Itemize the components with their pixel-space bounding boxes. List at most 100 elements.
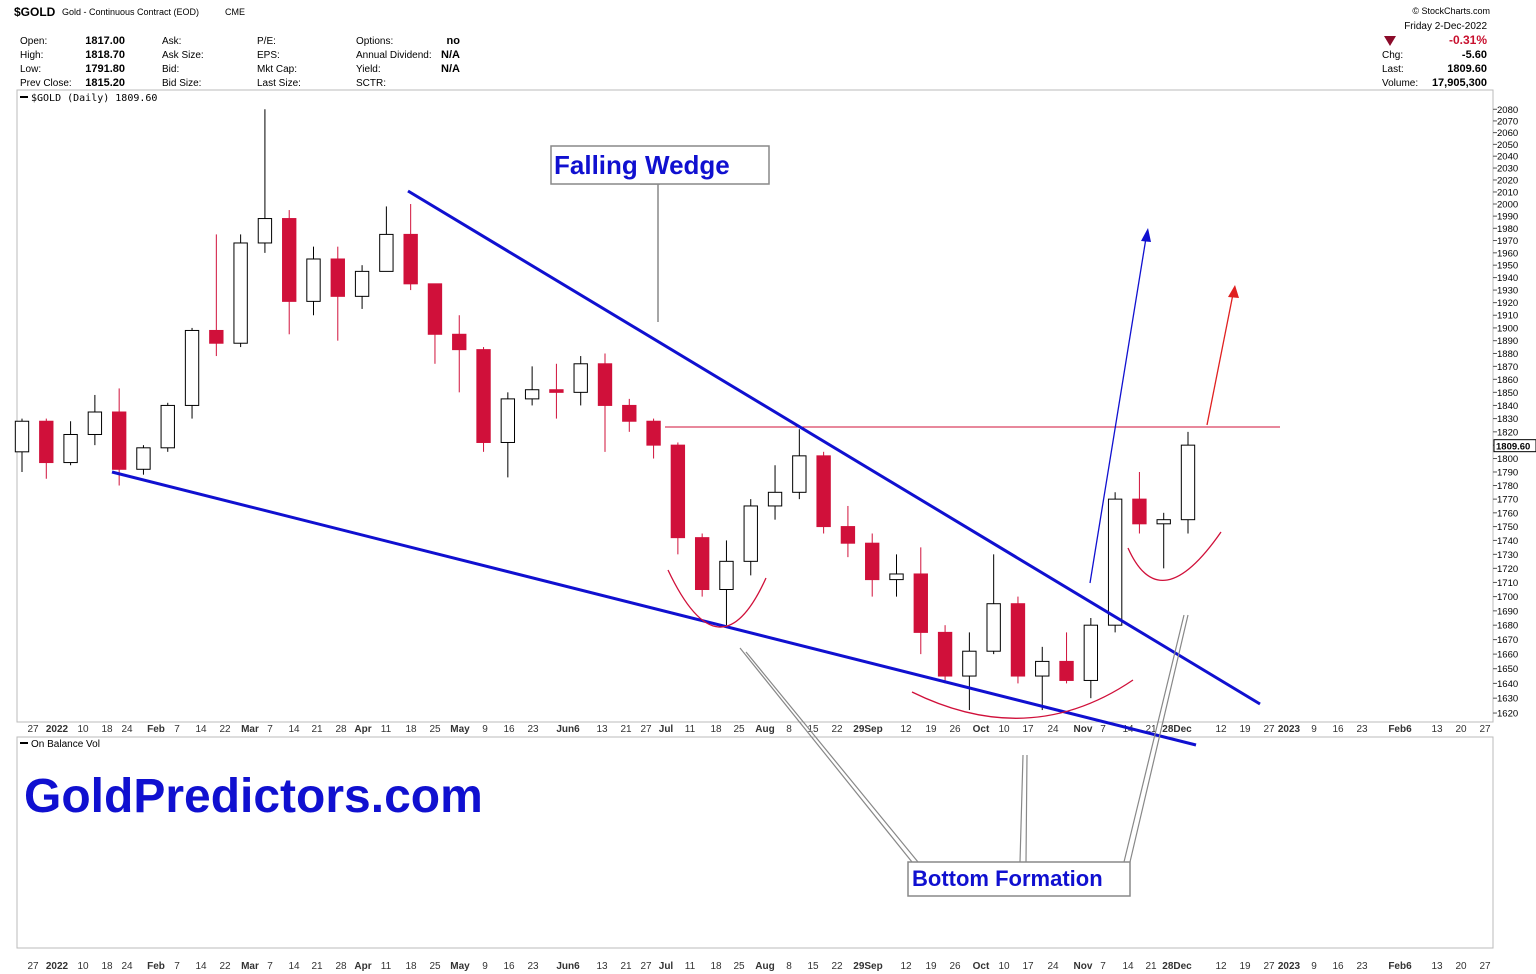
x-tick-label: Nov (1074, 961, 1093, 972)
change-pct: -0.31% (1449, 33, 1487, 47)
y-tick-label: 2050 (1497, 140, 1518, 151)
stat-label: Open: (20, 36, 47, 47)
x-tick-label: 24 (121, 724, 133, 735)
annotation: Falling Wedge (554, 150, 730, 180)
stat-value: 1791.80 (85, 63, 125, 75)
arrowhead (1228, 285, 1239, 298)
x-tick-label: 10 (77, 724, 89, 735)
x-tick-label: 14 (195, 961, 207, 972)
x-tick-label: 17 (1022, 961, 1034, 972)
stat-value: 1809.60 (1447, 63, 1487, 75)
x-tick-label: 9 (482, 724, 488, 735)
x-tick-label: 7 (174, 724, 180, 735)
candle-body (937, 631, 953, 677)
candle-body (719, 560, 734, 591)
stat-label: Low: (20, 64, 41, 75)
credit: © StockCharts.com (1412, 6, 1490, 16)
stat-label: P/E: (257, 36, 276, 47)
y-tick-label: 1740 (1497, 536, 1518, 547)
candle-body (427, 283, 443, 335)
candle-body (865, 542, 880, 581)
x-tick-label: Feb (147, 724, 165, 735)
x-tick-label: 21 (311, 724, 323, 735)
y-tick-label: 2000 (1497, 200, 1518, 211)
x-tick-label: 7 (174, 961, 180, 972)
x-tick-label: Oct (973, 961, 990, 972)
candle-body (1083, 624, 1099, 681)
y-tick-label: 1910 (1497, 311, 1518, 322)
x-tick-label: 11 (685, 961, 696, 972)
x-tick-label: 28 (335, 724, 347, 735)
x-tick-label: May (450, 724, 470, 735)
candle-body (767, 491, 783, 507)
x-tick-label: 20 (1455, 724, 1467, 735)
candle-body (524, 389, 540, 400)
y-tick-label: 1670 (1497, 635, 1518, 646)
candle-body (257, 218, 273, 244)
candle-body (282, 218, 297, 302)
x-tick-label: 16 (1332, 961, 1344, 972)
candle-body (14, 420, 30, 453)
stat-value: N/A (441, 49, 460, 61)
x-tick-label: 13 (1431, 724, 1443, 735)
x-tick-label: 27 (1263, 961, 1275, 972)
stat-value: 1817.00 (85, 35, 125, 47)
y-tick-label: 2030 (1497, 164, 1518, 175)
candle-body (573, 363, 588, 393)
x-tick-label: 22 (831, 724, 843, 735)
candle-body (986, 603, 1001, 652)
arc (1127, 531, 1222, 582)
x-tick-label: Apr (354, 961, 371, 972)
y-tick-label: 1950 (1497, 261, 1518, 272)
x-tick-label: 28Dec (1162, 961, 1192, 972)
y-tick-label: 1960 (1497, 248, 1518, 259)
lower-wedge-line (111, 470, 1197, 747)
x-tick-label: 27 (640, 961, 652, 972)
x-tick-label: 8 (786, 724, 792, 735)
x-tick-label: 22 (831, 961, 843, 972)
arc (911, 679, 1134, 719)
stat-label: Bid Size: (162, 78, 201, 89)
x-tick-label: 25 (733, 724, 745, 735)
x-tick-label: 21 (1145, 724, 1157, 735)
x-tick-label: 7 (1100, 961, 1106, 972)
y-tick-label: 1620 (1497, 709, 1518, 720)
x-tick-label: 21 (1145, 961, 1157, 972)
stat-label: Prev Close: (20, 78, 72, 89)
candle-body (816, 455, 831, 528)
x-tick-label: 23 (1356, 961, 1368, 972)
x-tick-label: 18 (710, 724, 722, 735)
quote-date: Friday 2-Dec-2022 (1404, 21, 1487, 32)
x-tick-label: 12 (1215, 961, 1227, 972)
candle-body (670, 444, 686, 539)
x-tick-label: 10 (77, 961, 89, 972)
y-tick-label: 1880 (1497, 349, 1518, 360)
x-tick-label: 9 (1311, 961, 1317, 972)
x-tick-label: 12 (1215, 724, 1227, 735)
candle-body (1156, 519, 1171, 525)
y-tick-label: 1720 (1497, 564, 1518, 575)
x-tick-label: 17 (1022, 724, 1034, 735)
y-tick-label: 1690 (1497, 606, 1518, 617)
arc (667, 569, 767, 628)
y-tick-label: 1870 (1497, 362, 1518, 373)
stat-label: Ask Size: (162, 50, 204, 61)
x-tick-label: 15 (807, 961, 819, 972)
x-tick-label: 19 (1239, 961, 1251, 972)
candle-body (476, 349, 491, 443)
instrument-name: Gold - Continuous Contract (EOD) (62, 7, 199, 17)
x-tick-label: 7 (1100, 724, 1106, 735)
candle-body (379, 233, 394, 272)
candle-body (403, 233, 418, 285)
y-tick-label: 1750 (1497, 522, 1518, 533)
y-tick-label: 1940 (1497, 273, 1518, 284)
x-tick-label: 21 (620, 961, 632, 972)
x-tick-label: Jul (659, 724, 674, 735)
symbol: $GOLD (14, 5, 56, 19)
arrow (1206, 293, 1234, 426)
y-tick-label: 2010 (1497, 187, 1518, 198)
x-tick-label: 21 (311, 961, 323, 972)
y-tick-label: 1970 (1497, 236, 1518, 247)
x-tick-label: 28 (335, 961, 347, 972)
upper-wedge-line (407, 189, 1261, 706)
